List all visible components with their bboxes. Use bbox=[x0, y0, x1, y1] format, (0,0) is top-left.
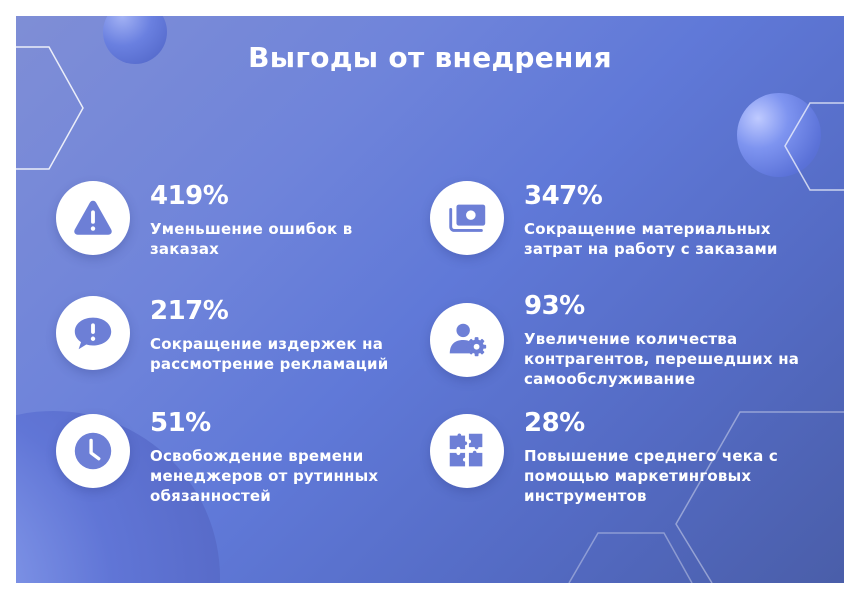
icon-badge bbox=[430, 181, 504, 255]
icon-badge bbox=[430, 303, 504, 377]
benefit-value: 419% bbox=[150, 181, 229, 211]
user-gear-icon bbox=[449, 323, 487, 357]
warning-triangle-icon bbox=[74, 200, 112, 235]
benefit-value: 28% bbox=[524, 408, 585, 438]
benefit-item: 419% Уменьшение ошибок в заказах bbox=[56, 181, 352, 259]
benefit-item: 347% Сокращение материальных затрат на р… bbox=[430, 181, 778, 259]
benefit-value: 217% bbox=[150, 296, 229, 326]
benefit-description: Освобождение времени менеджеров от рутин… bbox=[150, 447, 379, 505]
clock-icon bbox=[74, 432, 112, 470]
benefit-item: 217% Сокращение издержек на рассмотрение… bbox=[56, 296, 388, 374]
speech-bubble-exclamation-icon bbox=[74, 317, 112, 350]
puzzle-icon bbox=[449, 433, 483, 467]
icon-badge bbox=[430, 414, 504, 488]
benefit-description: Уменьшение ошибок в заказах bbox=[150, 220, 353, 258]
money-bills-icon bbox=[449, 204, 486, 232]
benefit-value: 51% bbox=[150, 408, 211, 438]
benefit-item: 51% Освобождение времени менеджеров от р… bbox=[56, 408, 378, 506]
benefits-card: Выгоды от внедрения 419% Уменьшение ошиб… bbox=[16, 16, 844, 583]
icon-badge bbox=[56, 296, 130, 370]
decorative-sphere-right bbox=[737, 93, 821, 177]
icon-badge bbox=[56, 181, 130, 255]
benefit-description: Повышение среднего чека с помощью маркет… bbox=[524, 447, 778, 505]
page-title: Выгоды от внедрения bbox=[248, 41, 612, 74]
benefit-value: 347% bbox=[524, 181, 603, 211]
benefit-description: Сокращение издержек на рассмотрение рекл… bbox=[150, 335, 389, 373]
benefit-description: Увеличение количества контрагентов, пере… bbox=[524, 330, 800, 388]
benefit-description: Сокращение материальных затрат на работу… bbox=[524, 220, 778, 258]
benefit-value: 93% bbox=[524, 291, 585, 321]
benefit-item: 93% Увеличение количества контрагентов, … bbox=[430, 291, 799, 389]
icon-badge bbox=[56, 414, 130, 488]
benefit-item: 28% Повышение среднего чека с помощью ма… bbox=[430, 408, 778, 506]
